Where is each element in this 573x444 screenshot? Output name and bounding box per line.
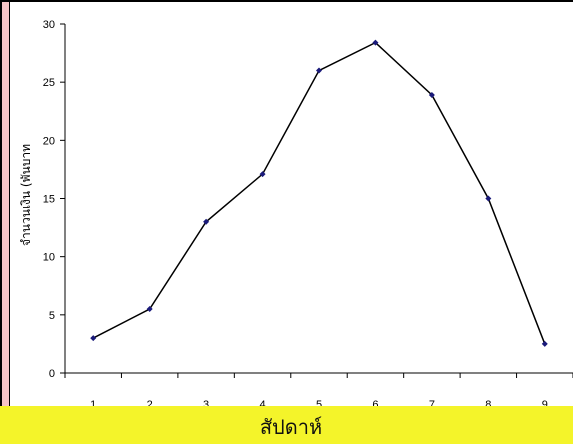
x-tick-label: 7 xyxy=(429,399,435,411)
x-axis-title-bar: สัปดาห์ xyxy=(9,406,573,444)
data-point xyxy=(90,335,97,342)
y-axis-title: จำนวนเงิน (พันบาท xyxy=(19,144,33,246)
data-point xyxy=(428,91,435,98)
data-point xyxy=(203,218,210,225)
x-tick-label: 1 xyxy=(90,399,96,411)
axes xyxy=(60,23,573,378)
data-point xyxy=(316,67,322,74)
data-point xyxy=(372,39,379,46)
y-tick-label: 15 xyxy=(43,194,55,206)
x-tick-label: 2 xyxy=(147,399,153,411)
x-tick-label: 3 xyxy=(203,399,209,411)
data-point xyxy=(259,171,266,178)
y-tick-label: 10 xyxy=(43,252,55,264)
data-markers xyxy=(90,39,548,347)
x-tick-labels: 1 2 3 4 5 6 7 8 9 xyxy=(90,399,548,411)
x-tick-label: 4 xyxy=(259,399,265,411)
x-tick-label: 8 xyxy=(485,399,491,411)
data-point xyxy=(485,195,492,202)
y-tick-labels: 0 5 10 15 20 25 30 xyxy=(43,19,55,380)
series-line xyxy=(92,41,546,345)
plot-panel xyxy=(9,2,573,406)
y-tick-label: 0 xyxy=(49,368,55,380)
x-tick-label: 6 xyxy=(372,399,378,411)
x-axis-title: สัปดาห์ xyxy=(259,415,323,439)
y-tick-label: 20 xyxy=(43,135,55,147)
y-tick-label: 5 xyxy=(49,310,55,322)
x-tick-label: 5 xyxy=(316,399,322,411)
label-bar-left-strip xyxy=(0,406,9,444)
data-point xyxy=(541,340,548,347)
x-tick-label: 9 xyxy=(542,399,548,411)
y-tick-label: 25 xyxy=(43,77,55,89)
series-polyline xyxy=(92,41,546,345)
y-tick-label: 30 xyxy=(43,19,55,31)
data-point xyxy=(146,306,153,313)
